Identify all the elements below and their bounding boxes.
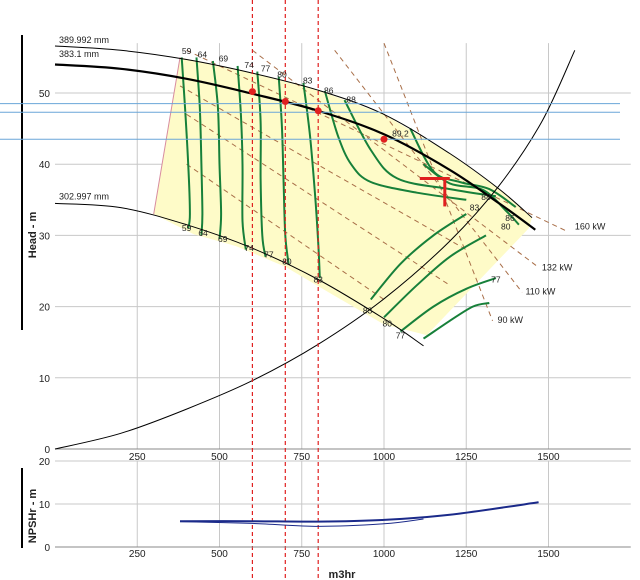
efficiency-contour — [383, 234, 487, 319]
power-line — [186, 49, 569, 233]
efficiency-label: 77 — [261, 64, 271, 74]
efficiency-label: 80 — [282, 257, 292, 267]
x-tick-label: 250 — [129, 452, 146, 463]
y-tick-label: 0 — [44, 445, 50, 456]
npsh-x-tick-label: 500 — [211, 549, 228, 560]
y-tick-label: 30 — [39, 231, 51, 242]
head-axis-label: Head - m — [27, 212, 39, 259]
npsh-x-tick-label: 1000 — [373, 549, 396, 560]
efficiency-contour — [302, 82, 321, 279]
npshr-curve — [179, 518, 424, 527]
efficiency-label: 89.2 — [392, 128, 409, 138]
efficiency-contour — [277, 76, 290, 265]
y-tick-label: 40 — [39, 160, 51, 171]
npsh-y-tick-label: 20 — [39, 457, 51, 468]
x-tick-label: 750 — [293, 452, 310, 463]
efficiency-label: 88 — [481, 192, 491, 202]
x-tick-label: 1250 — [455, 452, 478, 463]
npshr-axis-label: NPSHr - m — [27, 489, 39, 544]
efficiency-label: 80 — [383, 319, 393, 329]
operating-point — [248, 88, 256, 96]
efficiency-label: 83 — [363, 306, 373, 316]
impeller-curve-label: 302.997 mm — [59, 192, 109, 202]
impeller-curve-label: 389.992 mm — [59, 35, 109, 45]
efficiency-contour — [195, 57, 204, 236]
flow-axis-label: m3hr — [329, 569, 357, 580]
efficiency-label: 86 — [324, 86, 334, 96]
npsh-x-tick-label: 750 — [293, 549, 310, 560]
power-line — [334, 49, 523, 293]
power-label: 160 kW — [575, 222, 606, 232]
npsh-y-tick-label: 10 — [39, 500, 51, 511]
efficiency-contour — [256, 71, 267, 257]
efficiency-label: 80 — [501, 222, 511, 232]
efficiency-contour — [399, 277, 497, 333]
operating-point — [314, 107, 322, 115]
power-label: 132 kW — [542, 262, 573, 272]
efficiency-label: 77 — [491, 274, 501, 284]
power-line — [179, 85, 467, 251]
npsh-plot: 0 10 20 250 500 750 1000 1250 1500 — [21, 457, 631, 560]
region-left-edge — [153, 57, 181, 215]
efficiency-label: 77 — [396, 331, 406, 341]
efficiency-label: 59 — [182, 223, 192, 233]
power-label: 110 kW — [525, 286, 555, 296]
efficiency-label: 69 — [218, 234, 228, 244]
efficiency-contour — [180, 57, 191, 229]
npsh-x-tick-label: 1500 — [537, 549, 560, 560]
npshr-curve — [179, 501, 539, 523]
efficiency-label: 88 — [346, 94, 356, 104]
x-tick-label: 500 — [211, 452, 228, 463]
efficiency-label: 83 — [470, 202, 480, 212]
npsh-y-tick-label: 0 — [44, 543, 50, 554]
y-tick-label: 50 — [39, 89, 51, 100]
efficiency-contour — [343, 99, 497, 198]
efficiency-contour — [211, 60, 223, 240]
efficiency-contour — [236, 65, 247, 250]
efficiency-label: 64 — [198, 228, 208, 238]
efficiency-contour — [422, 302, 490, 340]
efficiency-label: 74 — [244, 243, 254, 253]
impeller-curve — [54, 45, 533, 218]
power-line — [252, 49, 539, 268]
operating-point — [380, 135, 388, 143]
efficiency-contour — [370, 213, 467, 301]
power-line — [383, 42, 494, 322]
efficiency-label: 80 — [277, 69, 287, 79]
efficiency-label: 86 — [505, 213, 515, 223]
efficiency-label: 74 — [244, 60, 254, 70]
power-label: 90 kW — [498, 315, 524, 325]
impeller-curve-label: 383.1 mm — [59, 49, 99, 59]
efficiency-label: 64 — [198, 49, 208, 59]
y-tick-label: 20 — [39, 303, 51, 314]
efficiency-label: 59 — [182, 46, 192, 56]
efficiency-contour — [409, 128, 517, 208]
x-tick-label: 1000 — [373, 452, 396, 463]
efficiency-label: 83 — [313, 274, 323, 284]
system-curve — [54, 50, 576, 450]
x-tick-label: 1500 — [537, 452, 560, 463]
operating-point — [281, 98, 289, 106]
npsh-x-tick-label: 1250 — [455, 549, 478, 560]
efficiency-label: 69 — [219, 54, 229, 64]
npsh-x-tick-label: 250 — [129, 549, 146, 560]
efficiency-label: 77 — [264, 249, 274, 259]
efficiency-contour — [323, 90, 467, 201]
y-tick-label: 10 — [39, 374, 51, 385]
efficiency-label: 83 — [303, 76, 313, 86]
